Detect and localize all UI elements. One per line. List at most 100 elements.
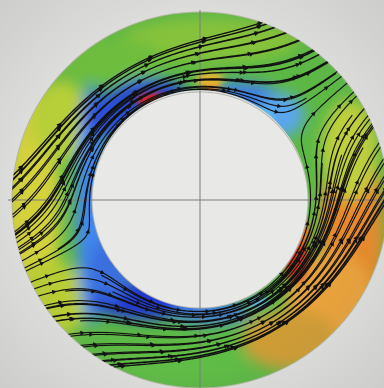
streamline-arrow [295,287,301,293]
streamline-arrow [141,70,147,75]
streamline-arrow [268,321,274,327]
streamline-arrow [143,63,149,68]
streamline-arrow [30,243,36,249]
streamline [11,21,291,199]
streamline-arrow [90,172,95,178]
streamline-arrow [356,131,361,137]
streamline-arrow [89,154,95,160]
streamline-arrow [138,79,144,84]
streamline-arrow [348,99,354,105]
streamline-arrow [195,51,201,57]
streamline-arrow [260,321,266,326]
streamline-arrow [71,208,77,214]
streamline-arrow [147,55,153,61]
streamline-arrow [96,132,101,139]
streamline-arrow [192,60,198,66]
streamline-arrow [257,21,263,27]
streamline-arrow [305,72,311,77]
streamline-arrow [93,101,99,107]
streamline-arrow [338,239,344,245]
streamline-arrow [26,226,32,232]
streamline-arrow [255,298,261,303]
streamline-arrow [281,321,287,326]
streamline-arrow [305,286,311,291]
streamline-arrow [99,269,105,275]
streamline-arrow [297,54,303,59]
streamline-arrow [38,231,44,236]
streamline [11,55,337,255]
streamline-arrow [114,303,120,309]
streamline-arrow [278,288,284,293]
streamline-arrow [148,298,155,304]
streamline-arrow [232,303,238,308]
streamline-arrow [219,323,225,329]
streamline-arrow [337,186,343,192]
streamline-arrow [301,280,306,286]
streamline-arrow [133,91,139,96]
streamline-arrow [258,292,264,297]
streamline-arrow [79,220,84,226]
streamline-arrow [297,250,302,256]
streamline-arrow [132,94,138,99]
streamline-arrow [85,228,90,235]
streamline-arrow [89,140,95,146]
streamline-arrow [342,187,347,194]
streamline-arrow [95,93,101,99]
streamline-arrow [92,112,98,118]
streamline-arrow [236,316,242,321]
streamline-arrow [198,44,204,50]
streamline-arrow [60,180,65,186]
streamline-arrow [296,74,302,79]
streamline-arrow [252,40,258,46]
streamline [15,72,337,274]
streamline-arrow [61,186,66,192]
streamline-arrow [233,87,239,92]
streamline-arrow [129,100,135,106]
streamline-arrow [120,117,126,123]
streamline-arrow [326,282,332,288]
streamline-arrow [318,240,323,246]
streamline-arrow [340,186,345,192]
streamline-arrow [343,130,348,136]
streamline-arrow [335,135,340,141]
streamline-arrow [98,86,104,92]
streamline-arrow [135,300,141,305]
streamline-arrow [125,110,131,116]
streamline-arrow [346,239,351,245]
streamline-arrow [147,57,153,63]
streamline-arrow [360,235,366,241]
streamline-arrow [299,54,305,60]
streamline-arrow [352,238,358,244]
streamline [26,114,353,318]
streamline-arrow [202,39,208,44]
streamline-arrow [274,109,280,114]
streamline-arrow [311,239,316,245]
streamline [76,163,384,357]
streamline [54,139,384,338]
streamline-arrow [305,220,310,226]
streamline [100,76,356,312]
streamline [34,106,376,323]
streamline-arrow [39,261,45,267]
streamline-arrow [270,300,276,305]
streamline-arrow [64,191,69,197]
streamline-arrow [323,86,329,91]
streamline-arrow [331,188,336,194]
streamline-arrow [90,127,96,133]
streamline-arrow [248,320,255,325]
streamline-arrow [25,221,31,226]
streamline-arrow [44,274,50,279]
streamline-arrow [103,280,109,286]
streamline-arrow [178,80,184,86]
streamline-arrow [360,134,365,140]
streamline-arrow [18,168,24,174]
streamline-arrow [55,133,60,139]
streamline-arrow [215,342,221,347]
streamline-arrow [26,231,32,237]
streamline-arrow [51,289,57,295]
streamline-arrow [56,156,62,163]
streamline-arrow [126,104,132,110]
streamline-arrow [313,242,318,248]
streamline-arrow [56,125,62,131]
